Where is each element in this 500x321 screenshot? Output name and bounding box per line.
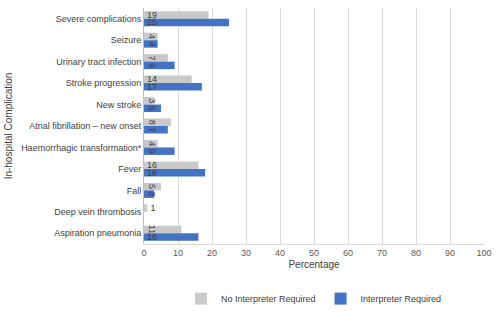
svg-text:Fever: Fever (118, 164, 141, 174)
svg-text:Haemorrhagic transformation*: Haemorrhagic transformation* (21, 143, 142, 153)
svg-text:1: 1 (150, 203, 155, 213)
svg-text:4: 4 (147, 34, 157, 39)
svg-text:9: 9 (147, 149, 157, 154)
svg-text:20: 20 (207, 248, 217, 258)
svg-text:11: 11 (147, 225, 157, 234)
svg-text:14: 14 (147, 74, 157, 84)
svg-text:17: 17 (147, 82, 157, 92)
svg-text:Urinary tract infection: Urinary tract infection (56, 57, 141, 67)
svg-text:18: 18 (147, 168, 157, 178)
svg-text:25: 25 (147, 17, 157, 27)
svg-text:19: 19 (147, 10, 157, 20)
svg-text:7: 7 (147, 127, 157, 132)
svg-text:Seizure: Seizure (111, 35, 142, 45)
svg-text:50: 50 (309, 248, 319, 258)
svg-text:4: 4 (147, 41, 157, 46)
svg-text:16: 16 (147, 160, 157, 170)
svg-text:5: 5 (147, 106, 157, 111)
svg-text:40: 40 (275, 248, 285, 258)
svg-text:Stroke progression: Stroke progression (66, 78, 142, 88)
svg-text:No Interpreter Required: No Interpreter Required (221, 294, 316, 304)
svg-text:Percentage: Percentage (288, 259, 340, 270)
svg-text:16: 16 (147, 232, 157, 242)
svg-text:4: 4 (147, 141, 157, 146)
svg-text:In-hospital Complication: In-hospital Complication (3, 73, 14, 180)
svg-text:Interpreter Required: Interpreter Required (361, 294, 442, 304)
svg-text:60: 60 (343, 248, 353, 258)
svg-text:7: 7 (147, 55, 157, 60)
svg-text:3: 3 (147, 192, 157, 197)
svg-text:Aspiration pneumonia: Aspiration pneumonia (54, 228, 141, 238)
svg-text:Atrial fibrillation – new onse: Atrial fibrillation – new onset (29, 121, 142, 131)
svg-text:8: 8 (147, 120, 157, 125)
svg-text:90: 90 (445, 248, 455, 258)
svg-text:Deep vein thrombosis: Deep vein thrombosis (54, 207, 142, 217)
svg-text:3: 3 (147, 98, 157, 103)
svg-text:100: 100 (476, 248, 491, 258)
svg-text:30: 30 (241, 248, 251, 258)
svg-text:New stroke: New stroke (96, 100, 141, 110)
svg-text:9: 9 (147, 63, 157, 68)
svg-text:0: 0 (141, 248, 146, 258)
svg-text:80: 80 (411, 248, 421, 258)
svg-text:Severe complications: Severe complications (56, 14, 142, 24)
svg-text:5: 5 (147, 184, 157, 189)
svg-text:Fall: Fall (127, 186, 142, 196)
svg-text:10: 10 (173, 248, 183, 258)
svg-text:70: 70 (377, 248, 387, 258)
